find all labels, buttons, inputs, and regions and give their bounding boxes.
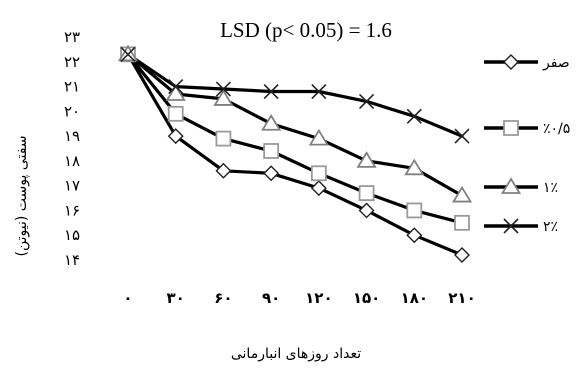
x-tick-label: ۱۸۰	[401, 289, 428, 307]
legend-item-triangle: ۱٪	[484, 177, 558, 196]
series-line-triangle	[126, 52, 464, 198]
data-point-square	[310, 165, 327, 182]
data-point-triangle	[261, 113, 282, 131]
x-tick-label: ۱۲۰	[305, 289, 332, 307]
legend-label: ۲٪	[543, 219, 558, 235]
legend-label: ۱٪	[543, 180, 558, 196]
data-point-triangle	[356, 151, 377, 168]
y-tick-label: ۲۱	[64, 78, 80, 96]
data-point-x	[168, 78, 184, 95]
data-point-triangle	[165, 84, 186, 101]
y-tick-label: ۱۷	[64, 177, 80, 195]
data-point-x	[120, 46, 136, 62]
y-tick-label: ۱۸	[64, 152, 80, 170]
y-tick-label: ۲۳	[64, 28, 80, 46]
data-point-diamond	[263, 165, 280, 182]
legend-label: ٪۰/۵	[543, 121, 570, 137]
data-point-square	[406, 202, 423, 219]
series-markers	[117, 44, 473, 264]
data-point-x	[311, 83, 327, 100]
data-point-triangle	[404, 158, 425, 176]
series-line-square	[126, 52, 464, 225]
data-point-diamond	[167, 128, 184, 145]
y-tick-label: ۲۰	[64, 102, 80, 120]
y-tick-label: ۱۴	[64, 251, 80, 269]
legend-marker-diamond	[503, 54, 519, 70]
data-point-square	[454, 214, 470, 231]
data-point-x	[263, 83, 279, 100]
data-point-square	[358, 185, 375, 202]
legend-item-x: ۲٪	[484, 218, 558, 235]
y-tick-label: ۱۵	[64, 226, 80, 244]
chart-title: LSD (p< 0.05) = 1.6	[220, 18, 392, 42]
data-point-x	[454, 128, 470, 144]
series-line-diamond	[126, 52, 464, 257]
legend-item-diamond: صفر	[484, 54, 570, 71]
legend-label: صفر	[542, 55, 570, 71]
x-tick-label: ۰	[123, 289, 132, 307]
x-tick-label: ۹۰	[262, 289, 280, 307]
data-point-diamond	[406, 227, 423, 244]
data-point-diamond	[358, 202, 375, 219]
data-point-diamond	[215, 162, 232, 179]
data-point-diamond	[454, 247, 470, 264]
data-point-triangle	[213, 89, 234, 106]
legend: صفر ٪۰/۵ ۱٪ ۲٪	[484, 54, 570, 235]
legend-marker-square	[503, 120, 519, 136]
y-axis-tick-labels: ۲۳ ۲۲ ۲۱ ۲۰ ۱۹ ۱۸ ۱۷ ۱۶ ۱۵ ۱۴	[64, 28, 80, 269]
series-lines	[126, 52, 464, 257]
x-tick-label: ۳۰	[167, 289, 185, 307]
legend-item-square: ٪۰/۵	[484, 120, 570, 137]
data-point-square	[263, 143, 280, 159]
x-axis-label: تعداد روزهای انبارمانی	[231, 346, 361, 362]
data-point-square	[167, 105, 184, 122]
data-point-x	[406, 108, 422, 124]
data-point-square	[215, 130, 232, 147]
y-tick-label: ۱۹	[64, 127, 80, 145]
x-tick-label: ۲۱۰	[448, 289, 475, 307]
data-point-diamond	[310, 180, 327, 197]
y-axis-label: سفتی پوست (نیوتن)	[14, 135, 30, 256]
x-axis-tick-labels: ۰ ۳۰ ۶۰ ۹۰ ۱۲۰ ۱۵۰ ۱۸۰ ۲۱۰	[123, 289, 475, 307]
data-point-x	[215, 81, 231, 97]
y-tick-label: ۲۲	[64, 53, 80, 71]
x-tick-label: ۶۰	[214, 289, 232, 307]
data-point-triangle	[451, 185, 473, 203]
legend-marker-x	[503, 218, 519, 234]
x-tick-label: ۱۵۰	[353, 289, 380, 307]
data-point-triangle	[308, 128, 329, 146]
y-tick-label: ۱۶	[64, 201, 80, 219]
legend-marker-triangle	[500, 177, 522, 194]
series-line-x	[126, 52, 464, 138]
data-point-x	[359, 93, 375, 109]
